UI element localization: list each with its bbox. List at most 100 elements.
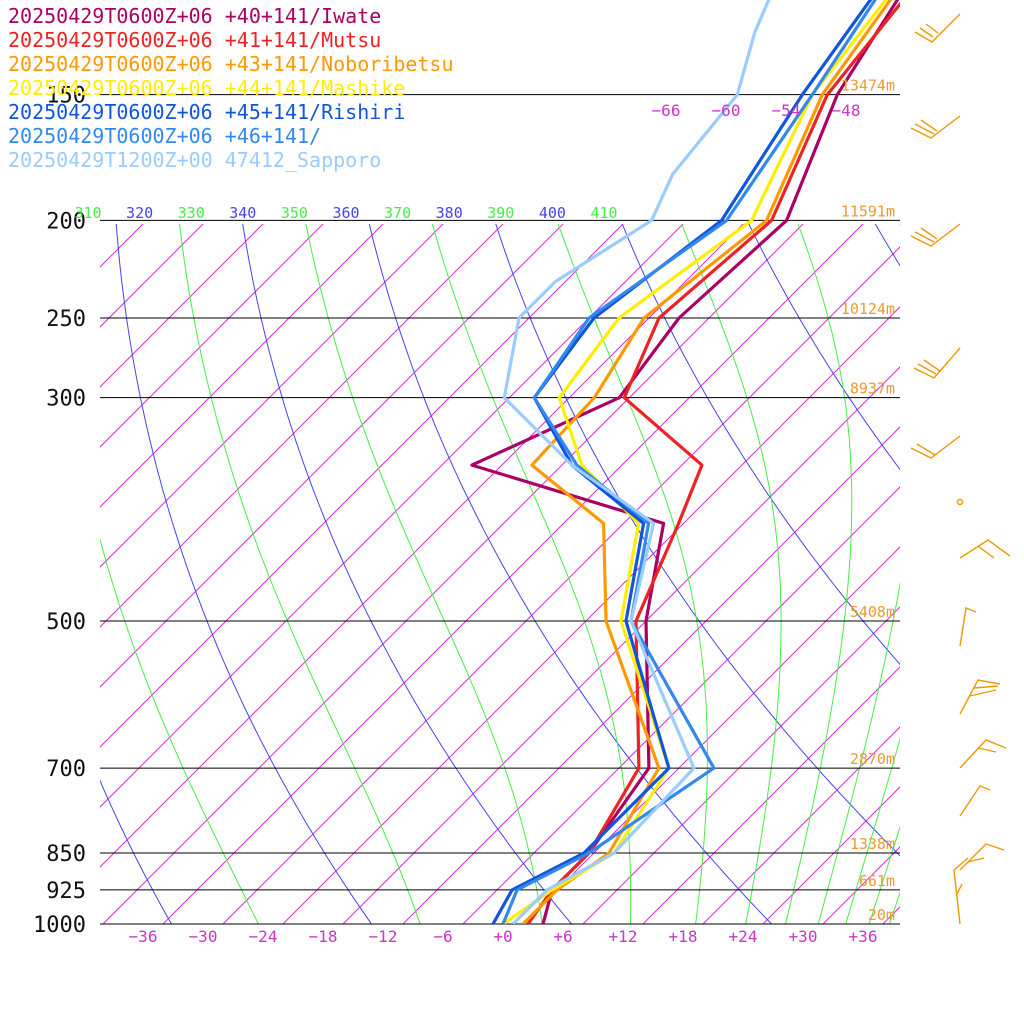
axis-labels: 10016096m15013474m20011591m25010124m3008… [33, 77, 895, 946]
wind-barb [910, 223, 961, 247]
pressure-label: 150 [46, 84, 86, 109]
isotherm-line [100, 224, 384, 508]
theta-label: 310 [74, 204, 101, 222]
legend-entry: 20250429T0600Z+06 +41+141/Mutsu [8, 28, 382, 52]
isotherm-line [462, 486, 900, 924]
isotherm-line [100, 224, 684, 808]
theta-label: 370 [384, 204, 411, 222]
wind-barb [959, 539, 1011, 559]
isotherm-line [100, 224, 564, 688]
pressure-label: 700 [46, 757, 86, 782]
legend: 20250429T0600Z+06 +40+141/Iwate 20250429T… [8, 4, 454, 172]
height-label: 11591m [841, 202, 895, 220]
isotherm-line [822, 846, 900, 924]
profile-line [526, 1, 900, 924]
height-label: 10124m [841, 300, 895, 318]
legend-entry: 20250429T0600Z+06 +44+141/Mashike [8, 76, 406, 100]
temperature-profiles [470, 0, 900, 924]
isotherm-line [162, 224, 864, 924]
temperature-tick-label: −6 [433, 927, 452, 946]
wind-barb [953, 857, 969, 925]
temperature-tick-label: +30 [789, 927, 818, 946]
upper-temperature-label: −48 [832, 101, 861, 120]
temperature-tick-label: −18 [309, 927, 338, 946]
theta-e-line [817, 224, 900, 924]
pressure-label: 300 [46, 387, 86, 412]
theta-label: 400 [539, 204, 566, 222]
isotherm-line [100, 224, 504, 628]
legend-entry: 20250429T0600Z+06 +40+141/Iwate [8, 4, 382, 28]
height-label: 13474m [841, 77, 895, 95]
profile-line [521, 0, 893, 924]
legend-entry: 20250429T0600Z+06 +46+141/ [8, 124, 322, 148]
wind-barb [959, 607, 977, 647]
temperature-tick-label: +24 [729, 927, 758, 946]
isotherm-line [100, 224, 624, 748]
height-label: 20m [868, 906, 895, 924]
wind-barb [913, 347, 961, 379]
isotherm-line [582, 606, 900, 924]
isotherm-line [522, 546, 900, 924]
theta-label: 330 [178, 204, 205, 222]
pressure-label: 925 [46, 879, 86, 904]
wind-barb [959, 785, 991, 817]
pressure-label: 500 [46, 610, 86, 635]
temperature-tick-label: +12 [609, 927, 638, 946]
pressure-label: 1000 [33, 913, 86, 938]
height-label: 8937m [850, 380, 895, 398]
isobar-lines [100, 94, 900, 925]
pressure-label: 850 [46, 842, 86, 867]
theta-label: 390 [487, 204, 514, 222]
theta-label: 360 [332, 204, 359, 222]
theta-line [874, 224, 900, 267]
upper-temperature-label: −54 [772, 101, 801, 120]
legend-entry: 20250429T0600Z+06 +45+141/Rishiri [8, 100, 406, 124]
temperature-tick-label: +18 [669, 927, 698, 946]
upper-temperature-label: −66 [652, 101, 681, 120]
pressure-label: 200 [46, 209, 86, 234]
temperature-tick-label: +6 [553, 927, 572, 946]
wind-calm-marker [956, 498, 964, 506]
theta-e-line [868, 825, 900, 924]
wind-barb [959, 739, 1007, 769]
isotherm-line [222, 246, 900, 924]
isotherm-line [882, 906, 900, 924]
upper-temperature-label: −60 [712, 101, 741, 120]
isotherm-line [702, 726, 900, 924]
profile-line [501, 0, 877, 924]
isotherm-line [342, 366, 900, 924]
isotherm-line [402, 426, 900, 924]
legend-entry: 20250429T0600Z+06 +43+141/Noboribetsu [8, 52, 454, 76]
height-label: 1338m [850, 835, 895, 853]
profile-line [502, 0, 888, 924]
isotherm-line [100, 224, 324, 448]
temperature-tick-label: +36 [849, 927, 878, 946]
wind-barb [910, 435, 961, 459]
theta-e-line [845, 737, 900, 924]
theta-label: 340 [229, 204, 256, 222]
profile-line [491, 0, 873, 924]
wind-barb [910, 115, 961, 139]
profile-line [502, 0, 771, 924]
isotherm-line [100, 224, 444, 568]
isotherm-line [282, 306, 900, 924]
temperature-tick-label: −30 [189, 927, 218, 946]
wind-barbs [910, 13, 1011, 925]
theta-line [952, 0, 1024, 924]
wind-barb [959, 679, 1001, 715]
pressure-label: 250 [46, 307, 86, 332]
wind-barb [914, 13, 961, 43]
isotherm-line [102, 224, 804, 924]
theta-label: 320 [126, 204, 153, 222]
theta-label: 350 [281, 204, 308, 222]
wind-barb [959, 843, 1005, 871]
profile-line [470, 0, 900, 924]
temperature-tick-label: −36 [129, 927, 158, 946]
theta-label: 410 [590, 204, 617, 222]
isotherm-line [642, 666, 900, 924]
theta-label: 380 [436, 204, 463, 222]
temperature-tick-label: −24 [249, 927, 278, 946]
theta-e-line [889, 891, 900, 924]
temperature-tick-label: +0 [493, 927, 512, 946]
